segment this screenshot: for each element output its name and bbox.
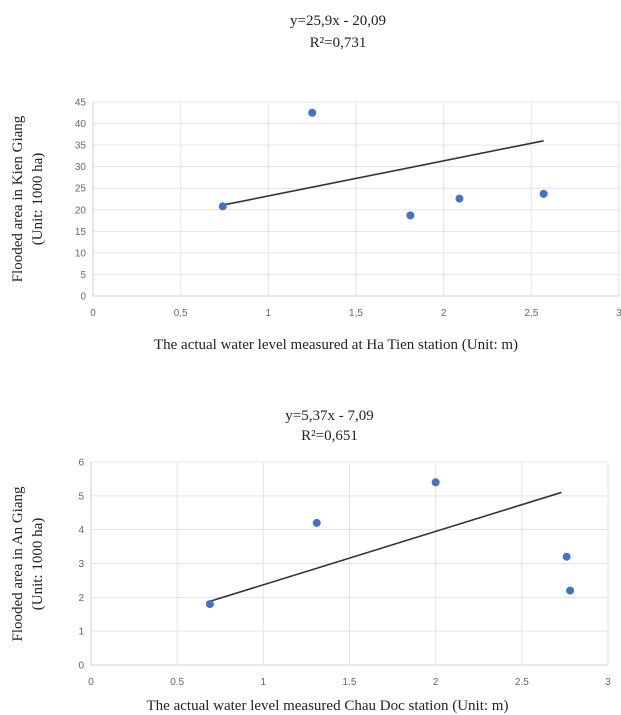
y-tick-label: 6 (78, 458, 84, 469)
x-tick-label: 0 (90, 308, 96, 319)
x-axis-label: The actual water level measured Chau Doc… (147, 698, 509, 714)
y-tick-label: 10 (75, 248, 87, 259)
y-tick-label: 3 (78, 559, 84, 570)
y-axis-label: (Unit: 1000 ha) (30, 518, 46, 610)
scatter-point (218, 202, 227, 211)
y-tick-label: 25 (75, 184, 87, 195)
y-tick-label: 35 (75, 141, 87, 152)
x-tick-label: 2,5 (524, 308, 538, 319)
chart-title: y=25,9x - 20,09 (290, 13, 386, 29)
x-tick-label: 0.5 (170, 677, 184, 688)
y-axis-label: Flooded area in Kien Giang (10, 115, 26, 282)
x-tick-label: 3 (616, 308, 621, 319)
x-tick-label: 3 (605, 677, 611, 688)
x-axis-label: The actual water level measured at Ha Ti… (154, 337, 518, 353)
trendline (220, 140, 544, 207)
y-tick-label: 45 (75, 98, 87, 109)
y-tick-label: 5 (80, 270, 86, 281)
scatter-point (205, 600, 214, 609)
y-tick-label: 15 (75, 227, 87, 238)
x-tick-label: 1.5 (343, 677, 357, 688)
x-tick-label: 1,5 (349, 308, 363, 319)
y-tick-label: 0 (78, 661, 84, 672)
scatter-point (562, 552, 571, 561)
scatter-point (312, 518, 321, 527)
x-tick-label: 0 (88, 677, 94, 688)
chart-an-giang: y=5,37x - 7,09 R²=0,651 0 1 2 3 4 5 6 0 0.5 1 1.5 2 2.… (10, 408, 611, 714)
y-axis-label: Flooded area in An Giang (10, 486, 26, 641)
scatter-point (566, 586, 575, 595)
y-tick-label: 4 (78, 525, 84, 536)
chart-kien-giang: y=25,9x - 20,09R²=0,73105101520253035404… (10, 13, 621, 353)
x-tick-label: 1 (261, 677, 267, 688)
y-tick-label: 1 (78, 627, 84, 638)
x-tick-label: 2 (441, 308, 447, 319)
x-tick-label: 1 (266, 308, 272, 319)
y-tick-label: 2 (78, 593, 84, 604)
y-tick-label: 40 (75, 119, 87, 130)
scatter-point (308, 108, 317, 117)
x-tick-label: 2.5 (515, 677, 529, 688)
y-tick-label: 0 (80, 292, 86, 303)
x-tick-label: 2 (433, 677, 439, 688)
scatter-point (406, 211, 415, 220)
trendline (206, 491, 562, 604)
chart-title: y=5,37x - 7,09 (285, 408, 373, 424)
chart-subtitle: R²=0,651 (301, 428, 358, 444)
y-axis-label: (Unit: 1000 ha) (30, 153, 46, 245)
scatter-point (431, 478, 440, 487)
y-tick-label: 30 (75, 162, 87, 173)
scatter-point (455, 194, 464, 203)
x-tick-label: 0,5 (174, 308, 188, 319)
chart-subtitle: R²=0,731 (310, 35, 367, 51)
y-tick-label: 20 (75, 205, 87, 216)
y-tick-label: 5 (78, 491, 84, 502)
scatter-point (539, 189, 548, 198)
